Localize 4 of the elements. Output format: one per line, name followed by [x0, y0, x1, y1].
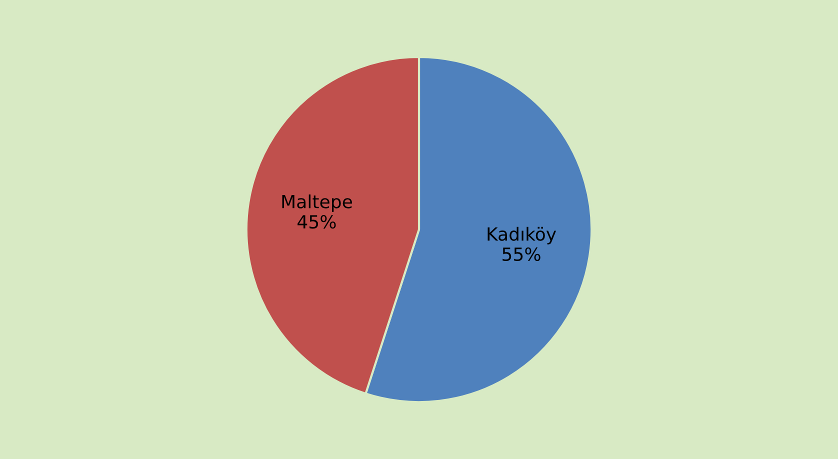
data-label: 55%: [502, 247, 540, 262]
slice-label: Kadıköy: [488, 226, 556, 244]
data-label: 45%: [298, 214, 336, 229]
slice-label: Maltepe: [282, 194, 352, 212]
